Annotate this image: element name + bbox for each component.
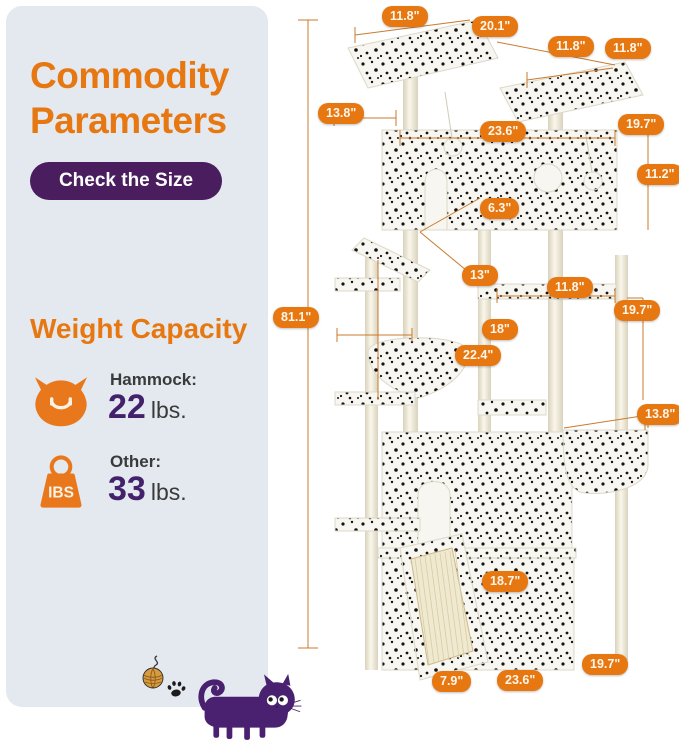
svg-text:IBS: IBS: [48, 485, 74, 502]
